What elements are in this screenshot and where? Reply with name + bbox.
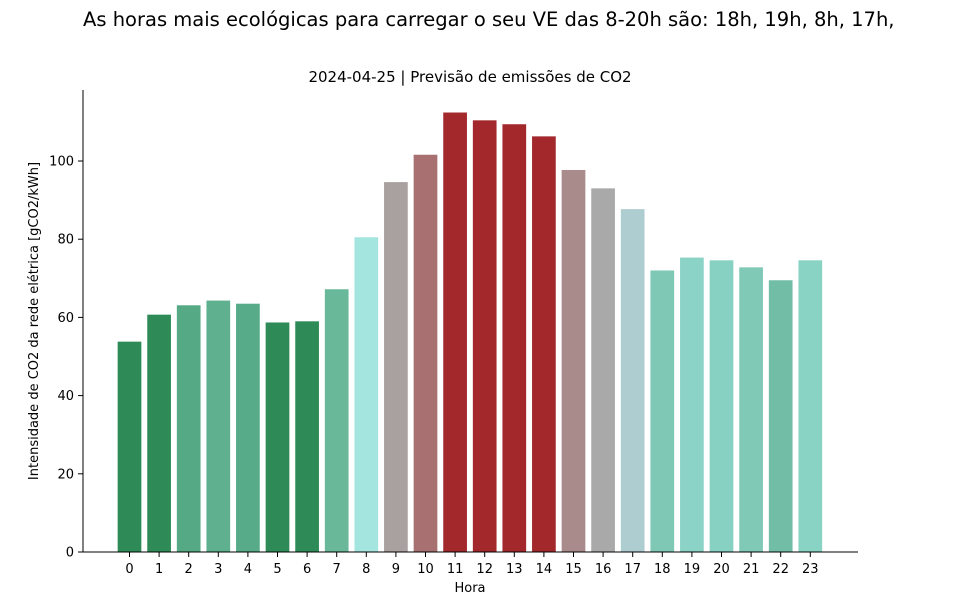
bar-hour-4 — [236, 303, 260, 552]
y-tick-label: 80 — [57, 233, 74, 248]
bar-hour-3 — [206, 300, 231, 552]
x-tick-label: 2 — [185, 562, 193, 577]
chart-headline: As horas mais ecológicas para carregar o… — [83, 8, 895, 31]
x-tick-label: 11 — [447, 562, 464, 577]
bar-hour-14 — [532, 136, 556, 552]
x-tick-label: 8 — [362, 562, 370, 577]
bar-hour-10 — [413, 154, 438, 552]
bar-hour-19 — [680, 257, 704, 552]
x-axis-label: Hora — [454, 581, 485, 596]
x-tick-label: 1 — [155, 562, 163, 577]
x-tick-label: 6 — [303, 562, 311, 577]
bar-hour-2 — [176, 305, 201, 552]
bar-hour-23 — [798, 260, 823, 552]
y-tick-label: 20 — [57, 467, 74, 482]
x-tick-label: 23 — [802, 562, 819, 577]
bar-hour-17 — [620, 209, 645, 552]
x-tick-label: 18 — [654, 562, 671, 577]
x-tick-label: 17 — [624, 562, 641, 577]
x-axis-ticks: 0 1 2 3 4 5 6 7 8 9 10 11 12 13 14 15 16 17 18 19 20 21 22 23 — [125, 552, 819, 577]
y-tick-label: 60 — [57, 311, 74, 326]
chart-title: 2024-04-25 | Previsão de emissões de CO2 — [308, 68, 631, 86]
x-tick-label: 22 — [772, 562, 789, 577]
bar-hour-18 — [650, 270, 675, 552]
bar-hour-9 — [384, 182, 408, 552]
x-tick-label: 9 — [392, 562, 400, 577]
bar-hour-6 — [295, 321, 319, 552]
x-tick-label: 14 — [536, 562, 553, 577]
x-tick-label: 0 — [125, 562, 133, 577]
x-tick-label: 12 — [476, 562, 493, 577]
y-axis-ticks: 0 20 40 60 80 100 — [49, 155, 83, 561]
x-tick-label: 15 — [565, 562, 582, 577]
bar-hour-11 — [443, 112, 467, 553]
x-tick-label: 21 — [743, 562, 760, 577]
x-tick-label: 13 — [506, 562, 523, 577]
bar-hour-7 — [324, 289, 349, 552]
bar-hour-16 — [591, 188, 615, 552]
x-tick-label: 3 — [214, 562, 222, 577]
x-tick-label: 10 — [417, 562, 434, 577]
y-axis-label: Intensidade de CO2 da rede elétrica [gCO… — [27, 162, 42, 480]
x-tick-label: 20 — [713, 562, 730, 577]
x-tick-label: 7 — [333, 562, 341, 577]
bar-hour-15 — [561, 169, 586, 553]
x-tick-label: 16 — [595, 562, 612, 577]
x-tick-label: 4 — [244, 562, 252, 577]
bar-hour-21 — [739, 267, 763, 552]
y-tick-label: 100 — [49, 155, 74, 170]
bars-group — [117, 112, 823, 553]
bar-hour-0 — [117, 341, 142, 552]
bar-hour-8 — [354, 237, 379, 552]
x-tick-label: 19 — [684, 562, 701, 577]
bar-hour-20 — [709, 260, 734, 552]
bar-hour-22 — [768, 280, 793, 552]
y-tick-label: 40 — [57, 389, 74, 404]
bar-hour-5 — [265, 322, 290, 552]
bar-hour-13 — [502, 124, 527, 552]
x-tick-label: 5 — [273, 562, 281, 577]
bar-hour-12 — [472, 120, 497, 552]
bar-hour-1 — [147, 314, 171, 552]
y-tick-label: 0 — [66, 546, 74, 561]
